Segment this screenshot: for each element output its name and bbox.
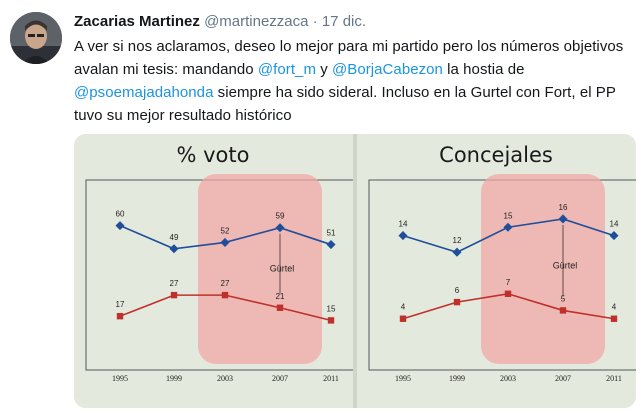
data-label: 17 [116, 300, 125, 309]
data-label: 59 [276, 212, 285, 221]
x-tick-label: 1999 [166, 374, 182, 383]
tweet-text-segment: A ver si nos aclaramos, deseo lo mejor p… [74, 38, 624, 78]
data-point [221, 291, 229, 299]
data-label: 21 [276, 292, 285, 301]
data-label: 60 [116, 210, 125, 219]
data-label: 49 [170, 233, 179, 242]
data-label: 14 [610, 220, 619, 229]
mention-link[interactable]: @fort_m [257, 61, 316, 78]
data-label: 16 [559, 203, 568, 212]
highlight-box [198, 174, 322, 364]
x-tick-label: 2011 [606, 374, 622, 383]
annotation-label: Gürtel [270, 264, 295, 274]
data-point [276, 304, 284, 311]
media-panel-left: % voto Gürtel 60 49 52 59 51 17 27 27 21 15 1995 1999… [74, 134, 353, 408]
data-label: 15 [327, 304, 336, 313]
data-point [169, 244, 179, 254]
author-handle[interactable]: @martinezzaca [204, 13, 309, 30]
data-label: 4 [401, 303, 406, 312]
annotation-label: Gürtel [553, 261, 578, 271]
data-label: 12 [453, 236, 462, 245]
data-label: 51 [327, 229, 336, 238]
tweet-text-segment: y [316, 61, 332, 78]
data-label: 14 [399, 220, 408, 229]
data-point [504, 290, 512, 297]
chart-percent-vote: % voto Gürtel 60 49 52 59 51 17 27 27 21 15 1995 1999… [74, 134, 353, 408]
avatar-photo [10, 12, 62, 64]
tweet-text: A ver si nos aclaramos, deseo lo mejor p… [74, 35, 634, 127]
chart-councillors: Concejales Gürtel 14 12 15 16 14 4 6 7 5 4 1995 1999 2… [357, 134, 636, 408]
x-tick-label: 2007 [272, 374, 288, 383]
author-name[interactable]: Zacarias Martinez [74, 13, 200, 30]
data-label: 4 [612, 303, 617, 312]
x-tick-label: 1995 [395, 374, 411, 383]
data-label: 7 [506, 278, 511, 287]
data-point [327, 317, 335, 324]
chart-title: Concejales [439, 143, 553, 167]
media-panel-right: Concejales Gürtel 14 12 15 16 14 4 6 7 5 4 1995 1999 2… [357, 134, 636, 408]
header-separator: · [312, 13, 318, 30]
tweet-date[interactable]: 17 dic. [321, 13, 367, 30]
tweet-media[interactable]: % voto Gürtel 60 49 52 59 51 17 27 27 21 15 1995 1999… [74, 134, 636, 408]
highlight-box [481, 174, 605, 364]
data-label: 5 [561, 294, 566, 303]
data-label: 52 [221, 226, 230, 235]
x-tick-label: 2007 [555, 374, 571, 383]
data-label: 6 [455, 286, 460, 295]
data-point [170, 291, 178, 299]
x-tick-label: 2003 [217, 374, 233, 383]
mention-link[interactable]: @psoemajadahonda [74, 84, 214, 101]
data-point [559, 307, 567, 314]
author-avatar[interactable] [10, 12, 62, 64]
chart-title: % voto [177, 143, 250, 167]
data-label: 27 [170, 279, 179, 288]
data-point [116, 312, 124, 320]
data-label: 27 [221, 279, 230, 288]
data-point [399, 315, 407, 322]
tweet-header: Zacarias Martinez @martinezzaca · 17 dic… [74, 12, 366, 32]
data-point [220, 237, 230, 247]
data-label: 15 [504, 211, 513, 220]
x-tick-label: 1995 [112, 374, 128, 383]
data-point [453, 298, 461, 306]
x-tick-label: 2003 [500, 374, 516, 383]
x-tick-label: 1999 [449, 374, 465, 383]
tweet-text-segment: la hostia de [442, 61, 525, 78]
mention-link[interactable]: @BorjaCabezon [332, 61, 443, 78]
x-tick-label: 2011 [323, 374, 339, 383]
data-point [610, 315, 618, 322]
tweet-text-segment: siempre ha sido sideral. Incluso en la G… [74, 84, 616, 124]
